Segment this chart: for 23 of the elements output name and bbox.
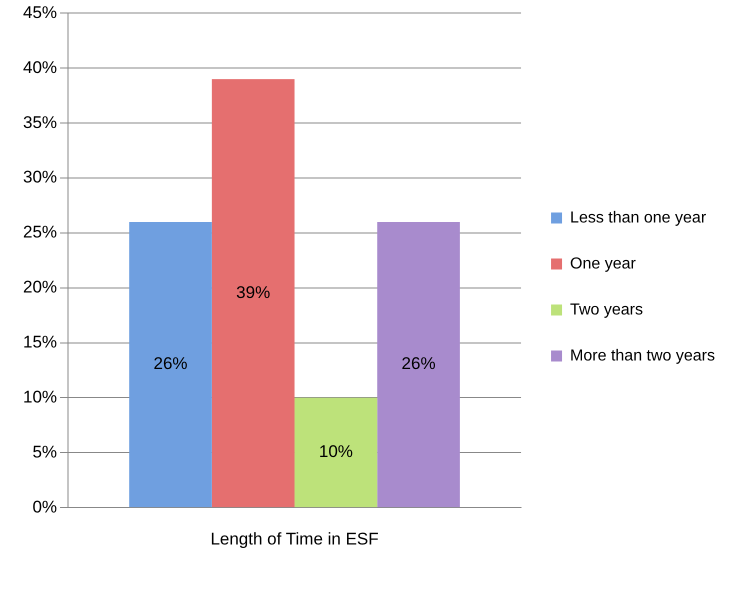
y-tick-label: 25% xyxy=(22,222,58,242)
bar xyxy=(377,222,460,508)
y-tick-label: 40% xyxy=(22,58,58,77)
bar xyxy=(212,79,295,508)
y-tick-label: 15% xyxy=(22,332,58,352)
y-tick-label: 45% xyxy=(22,2,58,22)
legend-label: More than two years xyxy=(570,347,715,364)
legend-label: One year xyxy=(570,255,637,272)
legend-label: Two years xyxy=(570,301,643,318)
bar xyxy=(129,222,212,508)
y-tick-label: 35% xyxy=(22,112,58,132)
data-label: 26% xyxy=(402,354,436,374)
x-tick-label: Length of Time in ESF xyxy=(210,529,379,548)
y-tick-label: 10% xyxy=(22,387,58,406)
data-label: 39% xyxy=(236,282,270,302)
data-label: 26% xyxy=(154,354,188,374)
legend-label: Less than one year xyxy=(570,209,707,226)
y-tick-label: 0% xyxy=(32,497,58,516)
bar xyxy=(294,398,378,508)
y-tick-label: 5% xyxy=(32,442,58,462)
y-tick-label: 20% xyxy=(22,278,58,297)
y-tick-label: 30% xyxy=(22,168,58,187)
data-label: 10% xyxy=(318,442,353,462)
